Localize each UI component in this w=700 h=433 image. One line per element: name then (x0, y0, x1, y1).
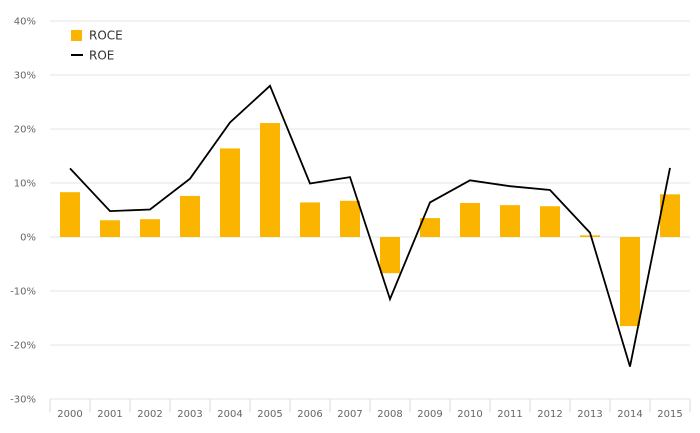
roce-bars (60, 123, 680, 327)
x-tick-label: 2014 (617, 409, 642, 420)
roce-bar-2008 (380, 237, 400, 274)
roce-bar-2010 (460, 202, 480, 237)
x-axis: 2000 2001 2002 2003 2004 2005 2006 2007 2008 2009… (49, 399, 691, 420)
x-tick-label: 2013 (577, 409, 602, 420)
roce-bar-2003 (180, 195, 200, 237)
y-tick-label: 40% (14, 17, 36, 28)
roe-line (69, 84, 671, 367)
roce-bar-2007 (340, 200, 360, 237)
y-tick-label: -30% (10, 395, 36, 406)
y-tick-label: 30% (14, 71, 36, 82)
roce-bar-2014 (620, 237, 640, 327)
x-tick-label: 2011 (497, 409, 522, 420)
roce-bar-2012 (540, 206, 560, 237)
roce-bar-2001 (100, 220, 120, 237)
x-tick-label: 2015 (657, 409, 682, 420)
y-axis-tick-labels: 40% 30% 20% 10% 0% -10% -20% -30% (10, 17, 36, 406)
legend-roce-label: ROCE (89, 29, 123, 43)
roce-bar-2006 (300, 202, 320, 237)
y-tick-label: 20% (14, 125, 36, 136)
y-tick-label: -20% (10, 341, 36, 352)
roce-bar-2002 (140, 219, 160, 237)
x-tick-label: 2008 (377, 409, 402, 420)
x-tick-label: 2007 (337, 409, 362, 420)
x-tick-label: 2005 (257, 409, 282, 420)
x-tick-label: 2004 (217, 409, 242, 420)
y-tick-label: 0% (20, 233, 36, 244)
x-tick-label: 2009 (417, 409, 442, 420)
roce-bar-2011 (500, 205, 520, 237)
x-tick-label: 2012 (537, 409, 562, 420)
roce-bar-2009 (420, 218, 440, 237)
roce-bar-2005 (260, 123, 280, 237)
y-tick-label: 10% (14, 179, 36, 190)
x-tick-label: 2003 (177, 409, 202, 420)
x-tick-label: 2006 (297, 409, 322, 420)
y-tick-label: -10% (10, 287, 36, 298)
x-tick-label: 2010 (457, 409, 482, 420)
roce-bar-2000 (60, 192, 80, 237)
legend: ROCE ROE (71, 29, 123, 63)
roce-bar-2015 (660, 194, 680, 237)
x-tick-label: 2000 (57, 409, 82, 420)
legend-roe-label: ROE (89, 49, 114, 63)
legend-roce-swatch (71, 30, 82, 41)
roe-line-series (69, 84, 671, 367)
x-tick-label: 2001 (97, 409, 122, 420)
roce-bar-2004 (220, 148, 240, 237)
roce-bar-2013 (580, 235, 600, 237)
x-tick-label: 2002 (137, 409, 162, 420)
